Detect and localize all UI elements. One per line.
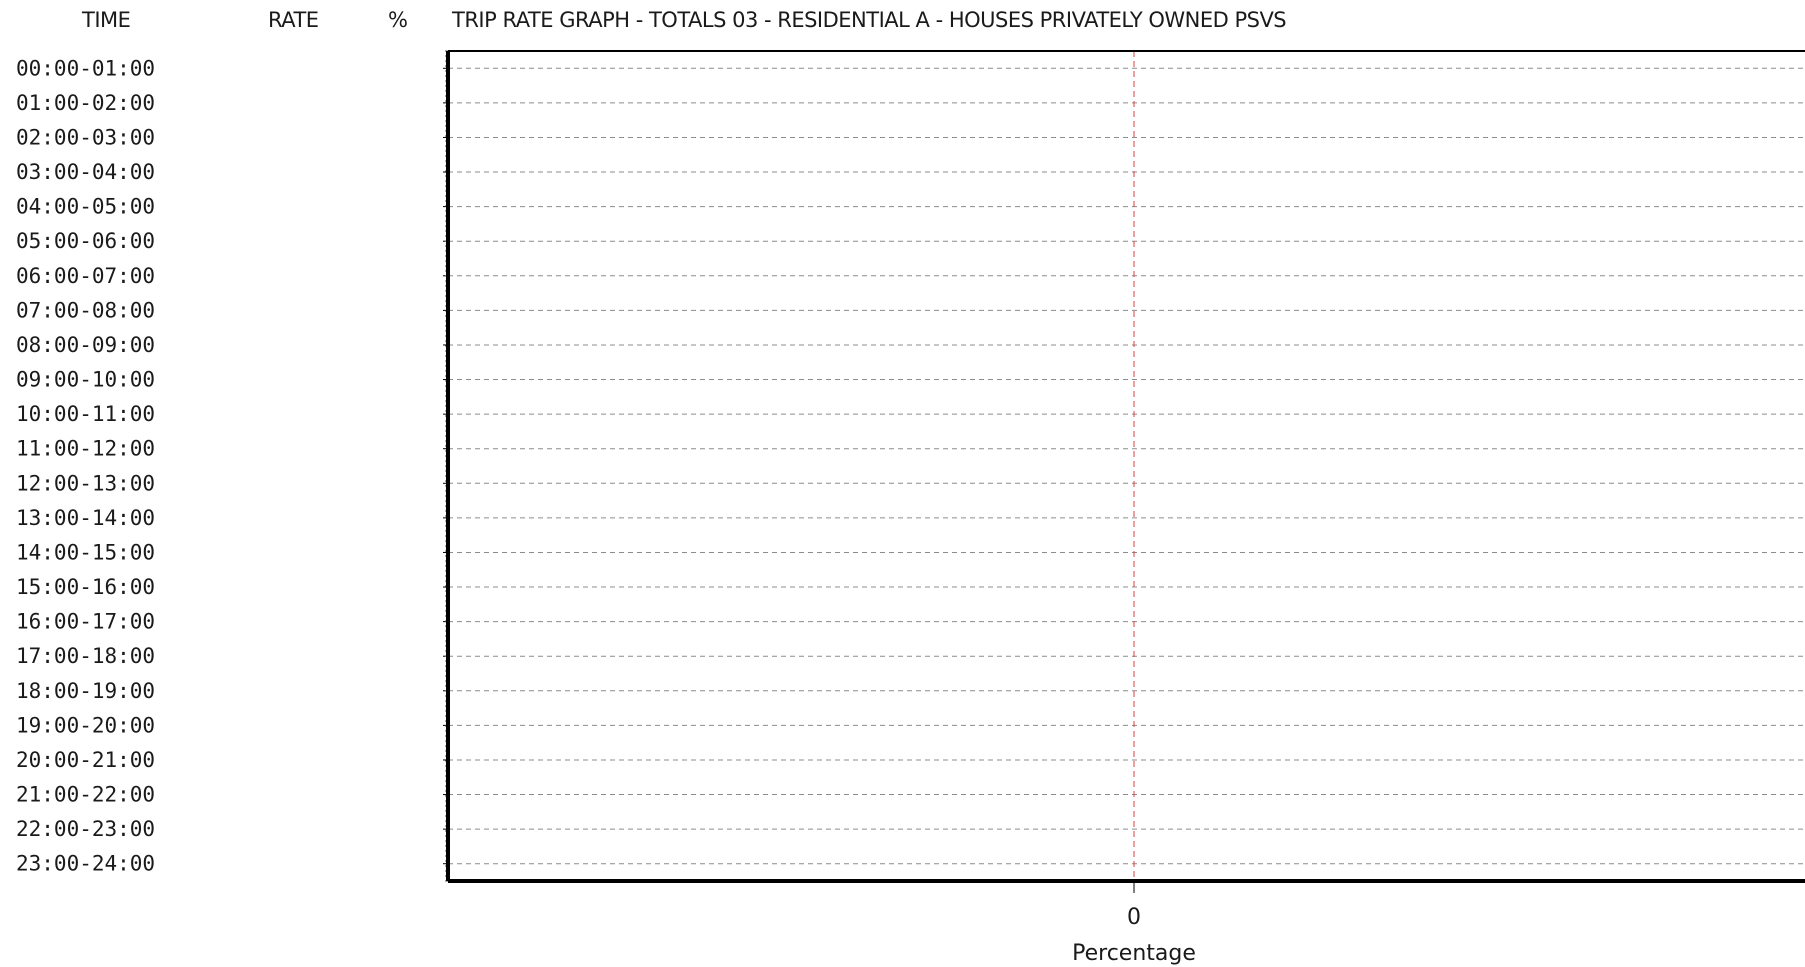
time-label: 20:00-21:00	[16, 748, 155, 772]
time-label: 09:00-10:00	[16, 368, 155, 392]
percent-column-header: %	[388, 8, 408, 32]
rate-column-header: RATE	[268, 8, 319, 32]
time-label: 18:00-19:00	[16, 679, 155, 703]
time-label: 04:00-05:00	[16, 195, 155, 219]
time-label: 17:00-18:00	[16, 644, 155, 668]
time-label: 21:00-22:00	[16, 783, 155, 807]
time-label: 00:00-01:00	[16, 56, 155, 80]
time-label: 06:00-07:00	[16, 264, 155, 288]
time-label: 07:00-08:00	[16, 298, 155, 322]
time-label: 22:00-23:00	[16, 817, 155, 841]
grid-layer	[448, 51, 1805, 881]
time-column-header: TIME	[82, 8, 131, 32]
time-label: 05:00-06:00	[16, 229, 155, 253]
time-label: 01:00-02:00	[16, 91, 155, 115]
time-label: 08:00-09:00	[16, 333, 155, 357]
time-label: 03:00-04:00	[16, 160, 155, 184]
time-label: 16:00-17:00	[16, 610, 155, 634]
time-label: 13:00-14:00	[16, 506, 155, 530]
time-label: 10:00-11:00	[16, 402, 155, 426]
time-label: 02:00-03:00	[16, 125, 155, 149]
time-label: 14:00-15:00	[16, 540, 155, 564]
time-label: 11:00-12:00	[16, 437, 155, 461]
axis-layer: 0 Percentage	[443, 50, 1805, 966]
time-label: 19:00-20:00	[16, 713, 155, 737]
time-labels: 00:00-01:00 01:00-02:00 02:00-03:00 03:00-0…	[16, 56, 155, 875]
x-tick-label: 0	[1127, 905, 1141, 930]
time-label: 23:00-24:00	[16, 852, 155, 876]
x-axis-label: Percentage	[1072, 941, 1196, 966]
time-label: 12:00-13:00	[16, 471, 155, 495]
time-label: 15:00-16:00	[16, 575, 155, 599]
chart-title: TRIP RATE GRAPH - TOTALS 03 - RESIDENTIA…	[452, 8, 1287, 32]
